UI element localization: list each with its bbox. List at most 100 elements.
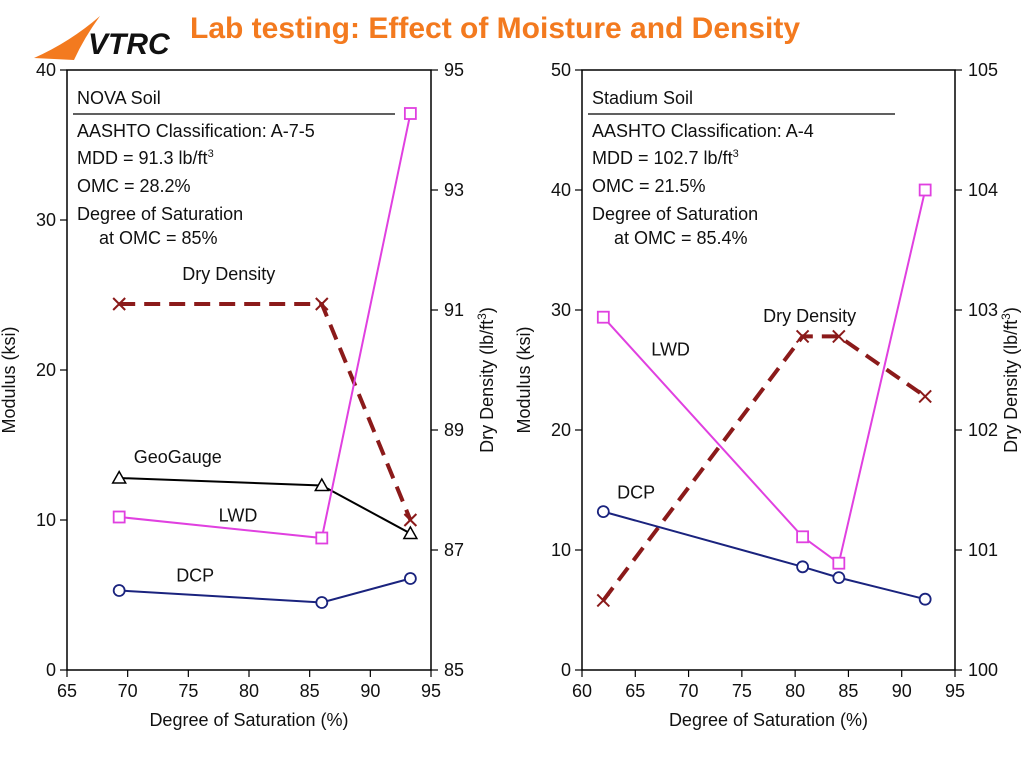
data-point-x — [596, 593, 611, 608]
y2-tick-label: 87 — [444, 540, 464, 560]
data-point-x — [832, 329, 846, 344]
data-point-circle — [112, 584, 126, 597]
y2-axis-label-end: ) — [1001, 307, 1021, 313]
y2-tick-label: 93 — [444, 180, 464, 200]
info-mdd-text: MDD = 91.3 lb/ft — [77, 148, 208, 168]
y-tick-label: 0 — [46, 660, 56, 680]
x-tick-label: 70 — [118, 681, 138, 701]
data-point-circle — [918, 592, 932, 606]
x-axis-label: Degree of Saturation (%) — [669, 710, 868, 730]
info-saturation-label: Degree of Saturation — [77, 204, 243, 224]
plot-frame — [581, 69, 956, 671]
series-geogauge: GeoGauge — [111, 447, 419, 540]
data-point-square — [596, 310, 610, 324]
y2-tick-label: 105 — [968, 60, 998, 80]
y2-tick-label: 100 — [968, 660, 998, 680]
series-label: LWD — [651, 340, 690, 360]
data-point-x — [918, 389, 932, 404]
y2-axis-label-sup: 3 — [475, 313, 489, 320]
data-point-square — [112, 510, 126, 524]
y2-tick-label: 102 — [968, 420, 998, 440]
x-tick-label: 70 — [679, 681, 699, 701]
info-mdd-sup: 3 — [733, 148, 739, 160]
y2-axis-label: Dry Density (lb/ft3) — [999, 307, 1021, 453]
data-point-circle — [315, 596, 329, 609]
series-label: Dry Density — [763, 306, 856, 326]
x-tick-label: 95 — [421, 681, 441, 701]
x-tick-label: 95 — [945, 681, 965, 701]
x-tick-label: 75 — [178, 681, 198, 701]
info-mdd: MDD = 91.3 lb/ft3 — [77, 148, 214, 168]
data-point-triangle — [402, 525, 419, 540]
x-tick-label: 90 — [360, 681, 380, 701]
y2-tick-label: 91 — [444, 300, 464, 320]
x-axis-label: Degree of Saturation (%) — [149, 710, 348, 730]
series-dcp: DCP — [112, 566, 417, 609]
info-aashto: AASHTO Classification: A-4 — [592, 121, 814, 141]
series-dcp: DCP — [596, 482, 932, 606]
series-line — [601, 334, 927, 602]
data-point-square — [315, 531, 329, 545]
y2-axis-label-sup: 3 — [999, 313, 1013, 320]
x-tick-label: 80 — [785, 681, 805, 701]
series-label: DCP — [176, 566, 214, 586]
info-heading: Stadium Soil — [592, 88, 693, 108]
data-point-square — [918, 183, 932, 197]
series-label: LWD — [219, 506, 258, 526]
series-lwd: LWD — [112, 107, 417, 545]
y-tick-label: 20 — [551, 420, 571, 440]
info-aashto: AASHTO Classification: A-7-5 — [77, 121, 315, 141]
x-tick-label: 80 — [239, 681, 259, 701]
series-lwd: LWD — [596, 183, 932, 570]
y-tick-label: 40 — [551, 180, 571, 200]
y2-axis-label: Dry Density (lb/ft3) — [475, 307, 497, 453]
y2-tick-label: 103 — [968, 300, 998, 320]
y-axis-label: Modulus (ksi) — [514, 326, 534, 433]
data-point-x — [315, 297, 329, 311]
x-tick-label: 65 — [625, 681, 645, 701]
series-label: GeoGauge — [134, 447, 222, 467]
chart-2: 60 65 70 75 80 85 90 95 0 10 20 30 40 50 100 101 102 103 1… — [514, 60, 1021, 730]
series-dry-density: Dry Density — [112, 264, 418, 527]
info-saturation-value: at OMC = 85% — [99, 228, 218, 248]
info-omc: OMC = 28.2% — [77, 176, 191, 196]
info-saturation-value: at OMC = 85.4% — [614, 228, 748, 248]
info-heading: NOVA Soil — [77, 88, 161, 108]
data-point-triangle — [111, 469, 127, 484]
y2-tick-label: 104 — [968, 180, 998, 200]
y2-axis-label-end: ) — [477, 307, 497, 313]
y-tick-label: 30 — [36, 210, 56, 230]
series-line — [119, 577, 411, 604]
data-point-x — [403, 513, 418, 527]
y-tick-label: 50 — [551, 60, 571, 80]
vtrc-logo: VTRC — [34, 16, 171, 61]
series-dry-density: Dry Density — [596, 306, 932, 608]
data-point-square — [403, 107, 417, 120]
chart-1: 65 70 75 80 85 90 95 0 10 20 30 40 85 87 89 91 93 95 Degre… — [0, 60, 497, 730]
series-label: DCP — [617, 482, 655, 502]
data-point-square — [796, 530, 810, 544]
data-point-circle — [796, 560, 810, 574]
y-tick-label: 20 — [36, 360, 56, 380]
y2-axis-label-main: Dry Density (lb/ft — [477, 320, 497, 453]
y-axis-label: Modulus (ksi) — [0, 326, 19, 433]
x-tick-label: 60 — [572, 681, 592, 701]
x-tick-label: 85 — [838, 681, 858, 701]
y2-tick-label: 95 — [444, 60, 464, 80]
info-mdd: MDD = 102.7 lb/ft3 — [592, 148, 739, 168]
y-tick-label: 0 — [561, 660, 571, 680]
y-tick-label: 10 — [551, 540, 571, 560]
x-tick-label: 90 — [892, 681, 912, 701]
data-point-x — [795, 329, 810, 344]
y2-tick-label: 89 — [444, 420, 464, 440]
logo-swoosh — [34, 16, 100, 60]
data-point-square — [832, 556, 846, 570]
logo-text: VTRC — [88, 28, 171, 61]
y2-axis-label-main: Dry Density (lb/ft — [1001, 320, 1021, 453]
series-line — [119, 477, 411, 535]
info-omc: OMC = 21.5% — [592, 176, 706, 196]
series-label: Dry Density — [182, 264, 275, 284]
series-line — [603, 510, 926, 601]
info-saturation-label: Degree of Saturation — [592, 204, 758, 224]
